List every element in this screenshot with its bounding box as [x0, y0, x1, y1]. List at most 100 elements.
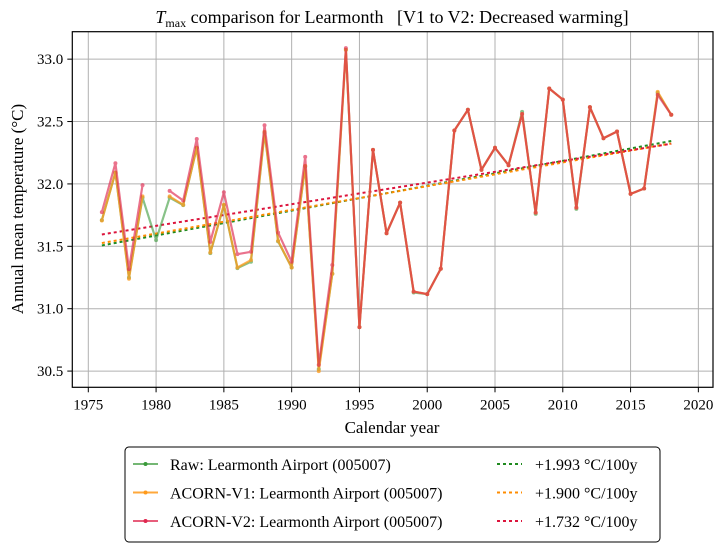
legend-label: ACORN-V2: Learmonth Airport (005007) [170, 514, 442, 531]
data-point [452, 128, 457, 133]
y-tick-label: 33.0 [37, 52, 63, 68]
data-point [506, 163, 511, 168]
data-point [628, 191, 633, 196]
data-point [99, 210, 104, 215]
data-point [235, 265, 240, 270]
data-point [208, 250, 213, 255]
y-axis: 30.5 31.0 31.5 32.0 32.5 33.0 [37, 52, 73, 380]
x-tick-label: 2015 [616, 397, 646, 413]
data-point [208, 239, 213, 244]
data-point [248, 249, 253, 254]
legend-marker [143, 519, 148, 523]
data-point [465, 107, 470, 112]
data-point [398, 200, 403, 205]
legend-marker [143, 462, 148, 466]
data-point [655, 92, 660, 97]
data-point [587, 105, 592, 110]
y-tick-label: 30.5 [37, 364, 63, 380]
x-tick-label: 1990 [277, 397, 307, 413]
data-point [655, 89, 660, 94]
y-tick-label: 31.0 [37, 302, 63, 318]
series-line [169, 48, 673, 373]
data-point [343, 46, 348, 51]
y-tick-label: 32.0 [37, 177, 63, 193]
x-tick-label: 2005 [480, 397, 510, 413]
data-point [140, 183, 145, 188]
data-point [194, 137, 199, 142]
series-1 [99, 47, 674, 374]
data-point [560, 97, 565, 102]
x-tick-label: 2020 [683, 397, 713, 413]
data-point [669, 112, 674, 117]
data-point [248, 258, 253, 263]
data-point [113, 161, 118, 166]
data-point [99, 218, 104, 223]
data-point [316, 369, 321, 374]
data-point [479, 167, 484, 172]
data-point [221, 202, 226, 207]
x-tick-label: 2000 [412, 397, 442, 413]
legend-trend-label: +1.993 °C/100y [535, 457, 638, 474]
series-line [100, 48, 673, 371]
x-axis: 1975 1980 1985 1990 1995 2000 2005 2010 2015 2020 [73, 387, 713, 413]
trend-lines [101, 140, 672, 247]
legend-label: Raw: Learmonth Airport (005007) [170, 457, 391, 474]
data-point [181, 198, 186, 203]
data-point [370, 147, 375, 152]
trend-line [101, 142, 672, 245]
series-lines [99, 46, 674, 374]
data-point [126, 276, 131, 281]
data-point [411, 289, 416, 294]
data-point [289, 265, 294, 270]
series-2 [99, 46, 674, 367]
grid [72, 31, 713, 388]
series-line [100, 171, 144, 280]
legend-label: ACORN-V1: Learmonth Airport (005007) [170, 486, 442, 503]
data-point [276, 238, 281, 243]
series-0 [99, 47, 674, 372]
data-point [601, 136, 606, 141]
legend-box [124, 446, 661, 543]
data-point [425, 292, 430, 297]
data-point [276, 230, 281, 235]
data-point [221, 190, 226, 195]
data-point [154, 238, 159, 243]
legend-trend-label: +1.732 °C/100y [535, 514, 638, 531]
data-point [493, 145, 498, 150]
chart-title: Tmax comparison for Learmonth [V1 to V2:… [155, 7, 628, 30]
legend: Raw: Learmonth Airport (005007) ACORN-V1:… [124, 446, 661, 543]
data-point [235, 252, 240, 257]
y-axis-label: Annual mean temperature (°C) [8, 104, 27, 314]
data-point [533, 210, 538, 215]
series-line [169, 47, 673, 366]
y-tick-label: 32.5 [37, 115, 63, 131]
trend-line [101, 142, 672, 236]
legend-trend-label: +1.900 °C/100y [535, 486, 638, 503]
data-point [615, 129, 620, 134]
x-tick-label: 2010 [548, 397, 578, 413]
legend-marker [143, 490, 148, 495]
y-tick-label: 31.5 [37, 239, 63, 255]
data-point [303, 154, 308, 159]
x-tick-label: 1995 [344, 397, 374, 413]
series-line [100, 162, 144, 271]
data-point [330, 263, 335, 268]
data-point [126, 267, 131, 272]
data-point [438, 266, 443, 271]
plot-frame [71, 31, 714, 388]
data-point [289, 259, 294, 264]
data-point [547, 86, 552, 91]
x-tick-label: 1985 [209, 397, 239, 413]
data-point [642, 186, 647, 191]
data-point [384, 231, 389, 236]
data-point [520, 112, 525, 117]
data-point [167, 188, 172, 193]
data-point [357, 325, 362, 330]
data-point [181, 202, 186, 207]
data-point [316, 362, 321, 367]
data-point [574, 205, 579, 210]
x-tick-label: 1975 [73, 397, 103, 413]
x-tick-label: 1980 [141, 397, 171, 413]
data-point [167, 194, 172, 199]
